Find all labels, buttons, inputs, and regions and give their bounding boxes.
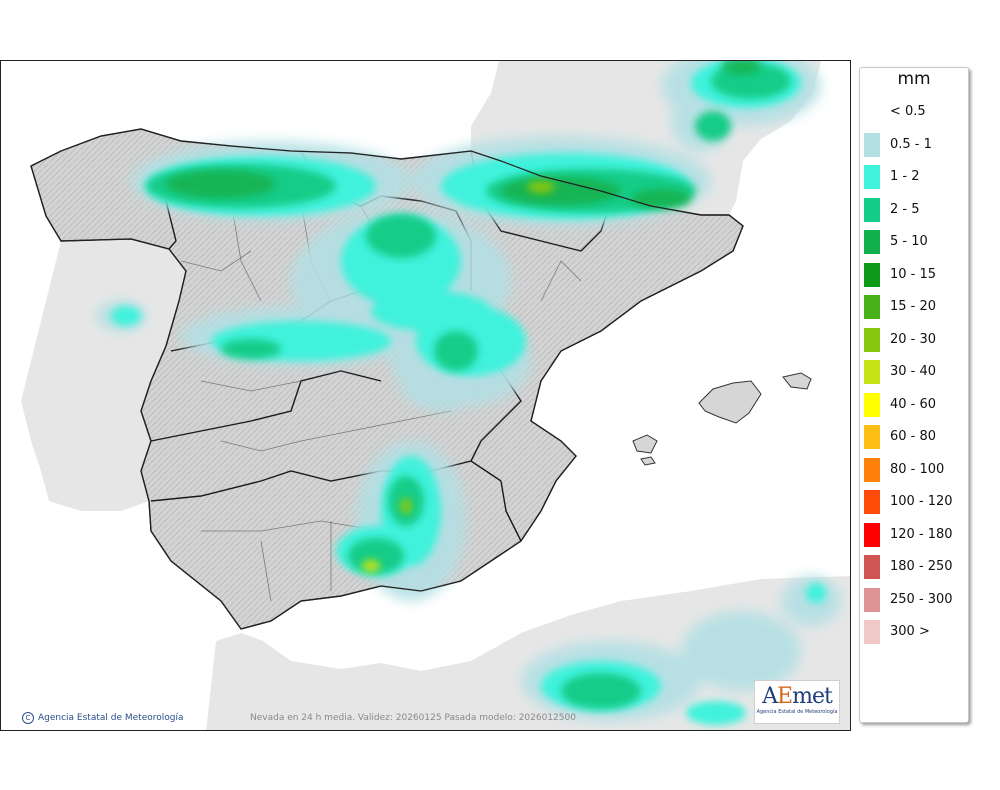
map-canvas [1, 61, 850, 730]
legend-label: < 0.5 [890, 104, 926, 119]
legend-swatch [864, 587, 880, 612]
legend-swatch [864, 522, 880, 547]
legend-swatch [864, 132, 880, 157]
legend-label: 10 - 15 [890, 266, 937, 282]
legend-item: 40 - 60 [864, 389, 968, 417]
legend-item: 300 > [864, 616, 968, 644]
legend-swatch [864, 620, 880, 644]
legend-label: 0.5 - 1 [890, 136, 932, 152]
legend-swatch [864, 295, 880, 319]
legend-label: 250 - 300 [890, 591, 953, 607]
legend-swatch [864, 457, 880, 482]
formentera-island [640, 456, 656, 466]
legend-label: 300 > [890, 624, 930, 639]
legend-item: 80 - 100 [864, 454, 968, 482]
copyright-icon: C [22, 712, 34, 724]
copyright-text: Agencia Estatal de Meteorología [38, 713, 184, 723]
legend-swatch [864, 425, 880, 449]
legend-item: 10 - 15 [864, 259, 968, 287]
legend-item: 30 - 40 [864, 356, 968, 384]
legend-swatch [864, 262, 880, 287]
legend-item: 100 - 120 [864, 486, 968, 514]
legend-label: 30 - 40 [890, 364, 937, 379]
legend-swatch [864, 230, 880, 254]
legend-item: 250 - 300 [864, 584, 968, 612]
legend-item: 5 - 10 [864, 226, 968, 254]
legend-swatch [864, 490, 880, 514]
legend-item: 180 - 250 [864, 551, 968, 579]
legend-label: 5 - 10 [890, 234, 928, 249]
ibiza-island [632, 434, 658, 454]
precipitation-map [0, 60, 851, 731]
menorca-island [782, 372, 812, 390]
legend-label: 2 - 5 [890, 201, 920, 217]
validity-note: Nevada en 24 h media. Validez: 20260125 … [250, 713, 576, 723]
legend: mm < 0.5 0.5 - 1 1 - 2 2 - 5 5 - 10 10 - 15 15… [859, 67, 969, 723]
legend-swatch [864, 165, 880, 189]
legend-swatch [864, 555, 880, 579]
aemet-logo-mark: AEmet [762, 684, 833, 709]
legend-swatch [864, 327, 880, 352]
aemet-logo-subtitle: Agencia Estatal de Meteorología [756, 709, 838, 715]
legend-unit: mm [897, 69, 931, 89]
legend-item: 1 - 2 [864, 161, 968, 189]
legend-item: 15 - 20 [864, 291, 968, 319]
legend-item: < 0.5 [864, 96, 968, 124]
legend-label: 15 - 20 [890, 299, 937, 314]
legend-label: 40 - 60 [890, 396, 937, 412]
legend-label: 1 - 2 [890, 169, 920, 184]
copyright-note: C Agencia Estatal de Meteorología [22, 712, 184, 724]
legend-label: 180 - 250 [890, 559, 953, 574]
aemet-logo: AEmet Agencia Estatal de Meteorología [754, 680, 840, 724]
legend-swatch [864, 360, 880, 384]
legend-swatch [864, 100, 880, 124]
legend-label: 120 - 180 [890, 526, 953, 542]
legend-label: 60 - 80 [890, 429, 937, 444]
legend-swatch [864, 392, 880, 417]
legend-item: 120 - 180 [864, 519, 968, 547]
legend-label: 100 - 120 [890, 494, 953, 509]
portugal-land [21, 239, 186, 511]
legend-item: 60 - 80 [864, 421, 968, 449]
legend-item: 20 - 30 [864, 324, 968, 352]
legend-label: 80 - 100 [890, 461, 945, 477]
spain-coastline [30, 128, 744, 630]
legend-swatch [864, 197, 880, 222]
legend-label: 20 - 30 [890, 331, 937, 347]
legend-item: 0.5 - 1 [864, 129, 968, 157]
legend-item: 2 - 5 [864, 194, 968, 222]
mallorca-island [698, 380, 762, 424]
snow-20-40 [362, 181, 555, 572]
